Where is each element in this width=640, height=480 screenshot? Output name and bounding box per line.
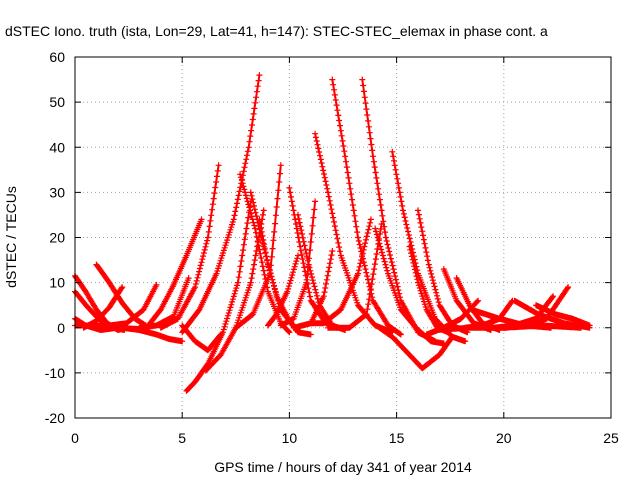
series-10 bbox=[147, 216, 205, 327]
series-markers bbox=[376, 324, 456, 372]
y-tick-label: -10 bbox=[45, 365, 65, 381]
series-markers bbox=[147, 216, 205, 327]
grid bbox=[75, 57, 611, 418]
series-20 bbox=[265, 252, 301, 329]
series-markers bbox=[232, 162, 284, 331]
series-line bbox=[331, 78, 402, 336]
x-tick-label: 25 bbox=[603, 430, 619, 446]
y-tick-label: 40 bbox=[49, 139, 65, 155]
series-11 bbox=[157, 162, 222, 331]
series-14 bbox=[179, 322, 224, 354]
y-tick-label: 60 bbox=[49, 49, 65, 65]
series-8 bbox=[136, 275, 192, 331]
series-markers bbox=[312, 130, 396, 336]
series-9 bbox=[119, 324, 186, 345]
series-6 bbox=[80, 284, 126, 331]
series-13 bbox=[183, 198, 254, 394]
series-markers bbox=[179, 72, 263, 336]
y-tick-label: 30 bbox=[49, 184, 65, 200]
x-tick-label: 5 bbox=[178, 430, 186, 446]
series-markers bbox=[277, 198, 319, 329]
series-markers bbox=[290, 248, 336, 331]
y-tick-label: 50 bbox=[49, 94, 65, 110]
x-tick-label: 10 bbox=[282, 430, 298, 446]
series-markers bbox=[119, 324, 186, 345]
series-markers bbox=[432, 322, 584, 333]
series-12 bbox=[179, 72, 263, 336]
series-23 bbox=[277, 198, 319, 329]
series-markers bbox=[80, 284, 126, 331]
series-19 bbox=[232, 162, 284, 331]
series-markers bbox=[265, 252, 301, 329]
series-28 bbox=[290, 248, 336, 331]
series-34 bbox=[376, 324, 456, 372]
series-markers bbox=[106, 281, 160, 329]
series-markers bbox=[237, 171, 293, 336]
axis-ticks: 0 5 10 15 20 25 -20 -10 0 10 20 30 40 50 60 bbox=[45, 49, 619, 446]
y-tick-label: 20 bbox=[49, 230, 65, 246]
x-tick-label: 15 bbox=[389, 430, 405, 446]
x-tick-label: 0 bbox=[71, 430, 79, 446]
x-axis-label: GPS time / hours of day 341 of year 2014 bbox=[214, 459, 472, 475]
series-markers bbox=[183, 198, 254, 394]
series-30 bbox=[372, 225, 447, 347]
series-markers bbox=[179, 322, 224, 354]
y-tick-label: -20 bbox=[45, 410, 65, 426]
series-markers bbox=[372, 225, 447, 347]
chart-title: dSTEC Iono. truth (ista, Lon=29, Lat=41,… bbox=[5, 23, 548, 39]
series-44 bbox=[432, 322, 584, 333]
y-tick-label: 10 bbox=[49, 275, 65, 291]
series-7 bbox=[106, 281, 160, 329]
y-tick-label: 0 bbox=[57, 320, 65, 336]
series-markers bbox=[533, 302, 593, 329]
data-series bbox=[72, 72, 593, 394]
series-24 bbox=[312, 130, 396, 336]
series-43 bbox=[533, 302, 593, 329]
y-axis-label: dSTEC / TECUs bbox=[3, 186, 19, 288]
x-tick-label: 20 bbox=[496, 430, 512, 446]
series-markers bbox=[157, 162, 222, 331]
series-markers bbox=[325, 221, 385, 331]
series-29 bbox=[325, 221, 385, 331]
series-27 bbox=[307, 216, 374, 327]
